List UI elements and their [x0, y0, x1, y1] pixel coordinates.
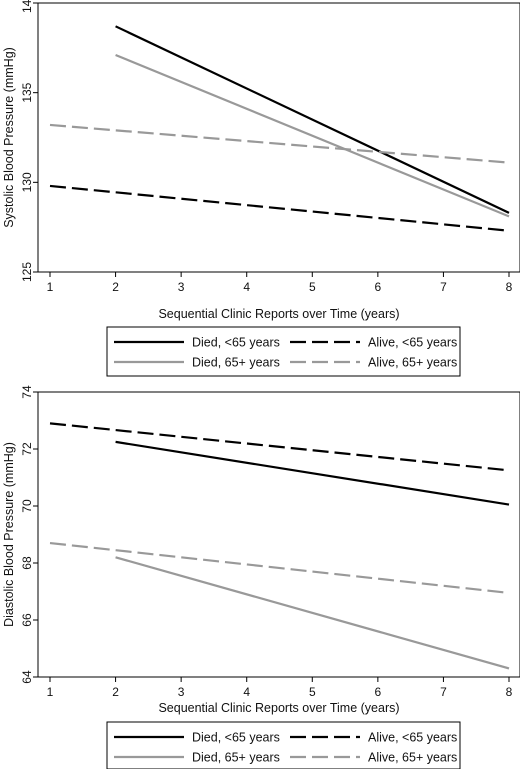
- x-tick-label: 1: [47, 280, 54, 294]
- diastolic-panel: 1 2 3 4 5 6 7 8 64 66 68 70 72 74 Sequential Clinic Re…: [2, 385, 520, 769]
- x-tick-label: 7: [440, 280, 447, 294]
- y-tick-label: 70: [20, 499, 34, 513]
- legend-box: [106, 326, 461, 377]
- x-tick-label: 4: [243, 685, 250, 699]
- legend-entry: Died, <65 years: [192, 731, 280, 745]
- x-axis-label: Sequential Clinic Reports over Time (yea…: [158, 701, 399, 715]
- plot-area: [37, 2, 520, 273]
- series-line: [115, 53, 510, 218]
- series-line: [49, 422, 510, 472]
- legend-entry: Alive, <65 years: [368, 731, 457, 745]
- series-line: [115, 440, 510, 506]
- legend-entry: Alive, 65+ years: [368, 356, 457, 370]
- x-axis-label: Sequential Clinic Reports over Time (yea…: [158, 307, 399, 321]
- x-tick-label: 5: [309, 685, 316, 699]
- y-tick-label: 130: [20, 172, 34, 192]
- legend-entry: Alive, <65 years: [368, 336, 457, 350]
- y-tick-label: 68: [20, 556, 34, 570]
- series-line: [49, 541, 510, 595]
- legend-box: [106, 721, 461, 769]
- plot-area: [37, 391, 520, 678]
- x-tick-label: 2: [112, 685, 119, 699]
- x-tick-label: 6: [375, 685, 382, 699]
- x-tick-label: 7: [440, 685, 447, 699]
- y-tick-label: 74: [20, 385, 34, 399]
- series-line: [49, 123, 510, 164]
- y-tick-label: 140: [20, 0, 34, 13]
- legend-entry: Died, <65 years: [192, 336, 280, 350]
- y-tick-label: 66: [20, 613, 34, 627]
- y-axis-label: Diastolic Blood Pressure (mmHg): [2, 442, 16, 627]
- series-line: [49, 184, 510, 232]
- x-tick-label: 2: [112, 280, 119, 294]
- y-tick-label: 72: [20, 442, 34, 456]
- x-tick-label: 1: [47, 685, 54, 699]
- x-tick-label: 5: [309, 280, 316, 294]
- series-line: [115, 25, 510, 214]
- y-tick-label: 125: [20, 262, 34, 282]
- systolic-panel: 1 2 3 4 5 6 7 8 125 130 135 140 Sequential Clinic Re…: [2, 0, 520, 377]
- x-tick-label: 8: [506, 280, 513, 294]
- series-line: [115, 556, 510, 670]
- x-tick-label: 3: [178, 685, 185, 699]
- legend-entry: Died, 65+ years: [192, 356, 280, 370]
- x-tick-label: 8: [506, 685, 513, 699]
- legend-entry: Died, 65+ years: [192, 751, 280, 765]
- y-tick-label: 135: [20, 82, 34, 102]
- y-axis-label: Systolic Blood Pressure (mmHg): [2, 47, 16, 228]
- x-tick-label: 6: [375, 280, 382, 294]
- x-tick-label: 4: [243, 280, 250, 294]
- y-tick-label: 64: [20, 670, 34, 684]
- x-tick-label: 3: [178, 280, 185, 294]
- legend-entry: Alive, 65+ years: [368, 751, 457, 765]
